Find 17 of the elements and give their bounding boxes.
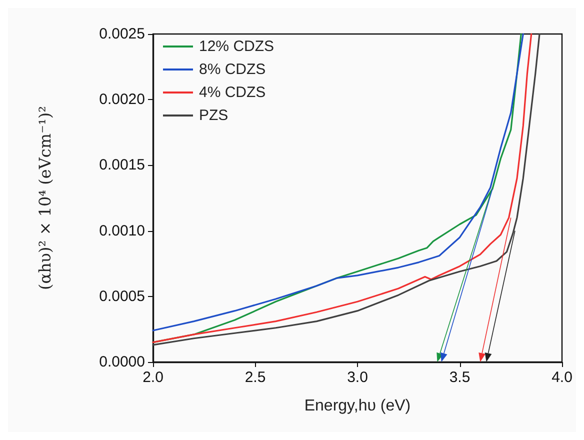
x-tick-label: 3.5 [449, 369, 470, 386]
x-tick-label: 4.0 [552, 369, 572, 386]
x-tick-label: 2.0 [142, 369, 164, 386]
legend-label: 12% CDZS [199, 38, 274, 55]
x-axis-title: Energy,hυ (eV) [304, 398, 411, 414]
y-tick-label: 0.0010 [99, 222, 145, 240]
legend-label: 4% CDZS [199, 84, 266, 101]
y-tick-label: 0.0020 [99, 91, 145, 108]
x-tick-label: 3.0 [347, 369, 368, 386]
y-tick-label: 0.0000 [99, 354, 145, 370]
y-tick-label: 0.0025 [99, 26, 145, 42]
legend-label: PZS [199, 107, 228, 124]
x-tick-label: 2.5 [244, 369, 266, 386]
y-tick-label: 0.0005 [99, 288, 145, 305]
y-axis-title: (αhυ)² × 10⁴ (eVcm⁻¹)² [36, 106, 54, 290]
legend-label: 8% CDZS [199, 61, 266, 78]
y-tick-label: 0.0015 [99, 156, 145, 174]
